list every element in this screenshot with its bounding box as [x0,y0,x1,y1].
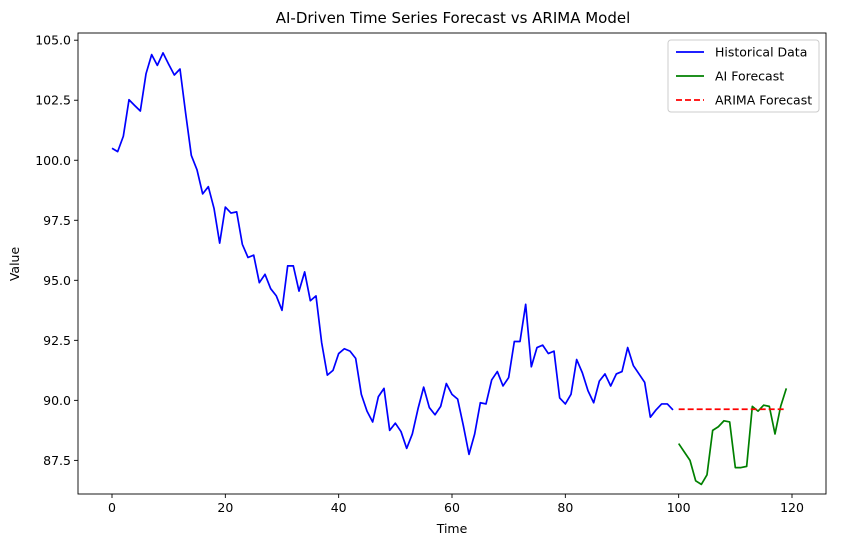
x-tick-label: 20 [217,500,233,515]
y-tick-label: 95.0 [43,273,71,288]
legend-label: AI Forecast [715,69,784,84]
y-tick-label: 105.0 [35,33,71,48]
x-tick-label: 120 [780,500,804,515]
legend-label: ARIMA Forecast [715,93,812,108]
x-axis-label: Time [436,521,468,536]
y-axis-label: Value [7,247,22,282]
y-axis: 87.5 90.0 92.5 95.0 97.5 100.0 102.5 105.0 [35,33,78,468]
y-tick-label: 102.5 [35,93,71,108]
y-tick-label: 92.5 [43,333,71,348]
x-tick-label: 0 [108,500,116,515]
y-tick-label: 87.5 [43,453,71,468]
x-tick-label: 80 [557,500,573,515]
legend-label: Historical Data [715,45,807,60]
series-layer [111,52,788,486]
y-tick-label: 90.0 [43,393,71,408]
chart-title: AI-Driven Time Series Forecast vs ARIMA … [276,9,631,27]
legend-box [667,39,820,113]
y-tick-label: 97.5 [43,213,71,228]
series-line-ai-forecast [677,388,788,486]
x-tick-label: 100 [667,500,691,515]
series-line-historical-data [111,52,674,456]
x-tick-label: 40 [331,500,347,515]
x-axis: 0 20 40 60 80 100 120 [108,494,804,515]
y-tick-label: 100.0 [35,153,71,168]
x-tick-label: 60 [444,500,460,515]
legend: Historical Data AI Forecast ARIMA Forecast [667,39,820,113]
